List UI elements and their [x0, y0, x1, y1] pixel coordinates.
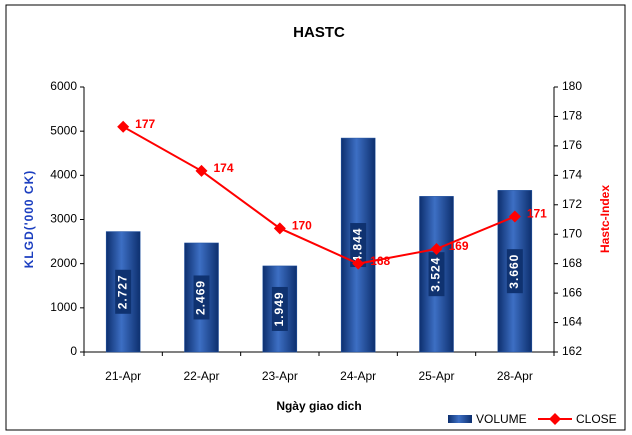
bar-label: 3.524	[429, 257, 443, 292]
x-tick-label: 24-Apr	[340, 369, 376, 383]
x-tick-label: 22-Apr	[183, 369, 219, 383]
y2-tick-label: 162	[562, 344, 582, 358]
y2-tick-label: 170	[562, 226, 582, 240]
point-label: 177	[135, 117, 155, 131]
y2-tick-label: 174	[562, 168, 582, 182]
y2-tick-label: 166	[562, 285, 582, 299]
bar-label-bg	[115, 269, 132, 314]
y2-tick-label: 176	[562, 138, 582, 152]
point-label: 170	[292, 219, 312, 233]
legend-label: CLOSE	[576, 412, 617, 426]
y-tick-label: 2000	[50, 256, 77, 270]
x-tick-label: 21-Apr	[105, 369, 141, 383]
bar-label-bg	[428, 252, 445, 297]
x-tick-label: 23-Apr	[262, 369, 298, 383]
y-tick-label: 4000	[50, 168, 77, 182]
point	[117, 120, 130, 133]
point-label: 174	[214, 161, 234, 175]
y2-axis-label: Hastc-Index	[598, 185, 612, 253]
y-tick-label: 6000	[50, 79, 77, 93]
point-label: 168	[370, 254, 390, 268]
legend-swatch	[448, 415, 472, 423]
bar-label-bg	[350, 223, 367, 268]
y2-tick-label: 178	[562, 109, 582, 123]
y-axis-label: KLGD('000 CK)	[22, 170, 36, 269]
y2-tick-label: 164	[562, 315, 582, 329]
x-axis-label: Ngày giao dich	[276, 399, 361, 413]
bar-label-bg	[271, 286, 288, 331]
point-label: 171	[527, 207, 547, 221]
bar-label: 1.949	[272, 291, 286, 326]
y2-tick-label: 180	[562, 79, 582, 93]
point	[273, 222, 286, 235]
bar-label-bg	[506, 249, 523, 294]
bar-label-bg	[193, 275, 210, 320]
point	[508, 210, 521, 223]
legend-marker	[549, 413, 561, 425]
x-tick-label: 25-Apr	[418, 369, 454, 383]
legend-label: VOLUME	[476, 412, 527, 426]
y-tick-label: 0	[70, 344, 77, 358]
point	[195, 164, 208, 177]
bar-label: 2.469	[194, 280, 208, 315]
point	[352, 257, 365, 270]
y-tick-label: 1000	[50, 300, 77, 314]
point	[430, 242, 443, 255]
x-tick-label: 28-Apr	[497, 369, 533, 383]
point-label: 169	[449, 239, 469, 253]
chart-title: HASTC	[293, 24, 345, 41]
y-tick-label: 5000	[50, 123, 77, 137]
bar-label: 4.844	[350, 228, 364, 263]
line	[122, 125, 516, 265]
y2-tick-label: 168	[562, 256, 582, 270]
y2-tick-label: 172	[562, 197, 582, 211]
bar-label: 3.660	[507, 254, 521, 289]
bar-label: 2.727	[115, 274, 129, 309]
y-tick-label: 3000	[50, 212, 77, 226]
